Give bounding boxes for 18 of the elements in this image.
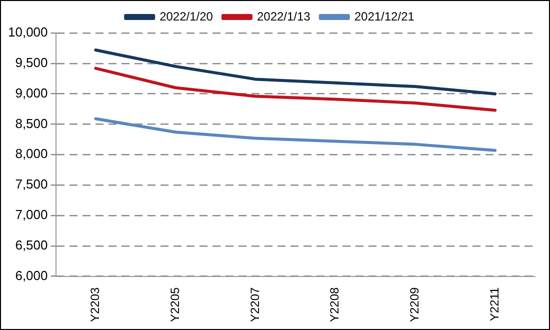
y-tick-label: 9,000 — [15, 85, 48, 100]
y-tick-label: 6,000 — [15, 268, 48, 283]
legend-label: 2022/1/20 — [160, 9, 214, 24]
x-tick-label: Y2205 — [168, 286, 182, 322]
x-tick-label: Y2211 — [487, 286, 502, 322]
y-tick-label: 6,500 — [15, 237, 48, 252]
y-tick-label: 7,000 — [15, 207, 48, 222]
y-tick-label: 9,500 — [15, 54, 48, 70]
x-tick-label: Y2207 — [248, 286, 262, 322]
legend-label: 2021/12/21 — [354, 9, 415, 24]
x-tick-label: Y2209 — [408, 286, 422, 322]
y-tick-label: 10,000 — [8, 24, 48, 40]
y-tick-label: 7,500 — [15, 176, 48, 192]
y-tick-label: 8,500 — [15, 116, 48, 131]
legend-label: 2022/1/13 — [256, 9, 311, 24]
y-tick-label: 8,000 — [15, 146, 48, 162]
x-tick-label: Y2203 — [88, 286, 102, 322]
x-tick-label: Y2208 — [328, 286, 342, 322]
